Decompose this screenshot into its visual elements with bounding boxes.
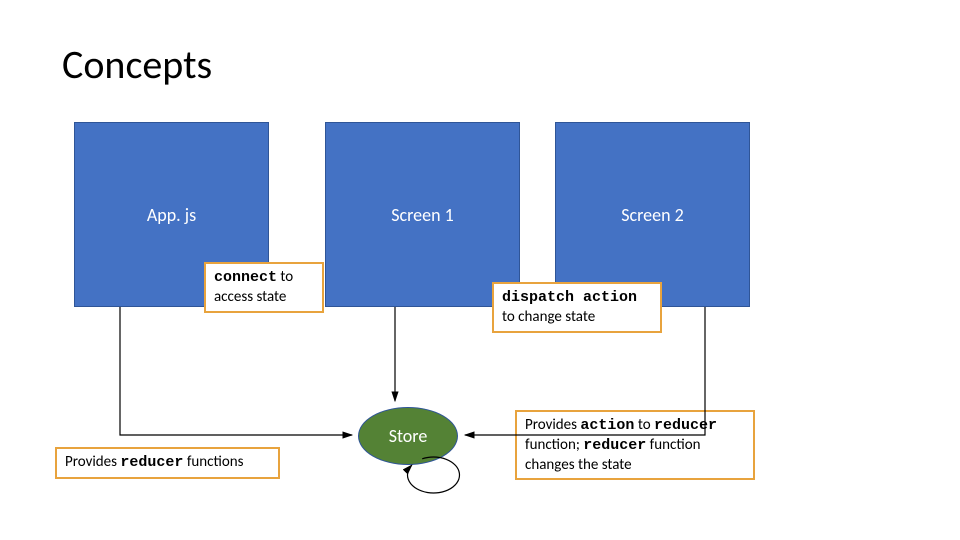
app-to-store <box>120 307 352 435</box>
node-screen1-label: Screen 1 <box>391 204 453 226</box>
label-connect: connect toaccess state <box>204 262 324 313</box>
node-app-label: App. js <box>147 204 196 226</box>
node-screen2: Screen 2 <box>555 122 750 307</box>
label-dispatch: dispatch actionto change state <box>492 282 662 333</box>
page-title: Concepts <box>62 40 212 89</box>
node-screen1: Screen 1 <box>325 122 520 307</box>
label-provides-action: Provides action to reducerfunction; redu… <box>515 410 755 480</box>
label-provides-reducer: Provides reducer functions <box>55 447 280 479</box>
node-store: Store <box>358 407 458 465</box>
node-store-label: Store <box>389 425 428 447</box>
node-screen2-label: Screen 2 <box>621 204 683 226</box>
